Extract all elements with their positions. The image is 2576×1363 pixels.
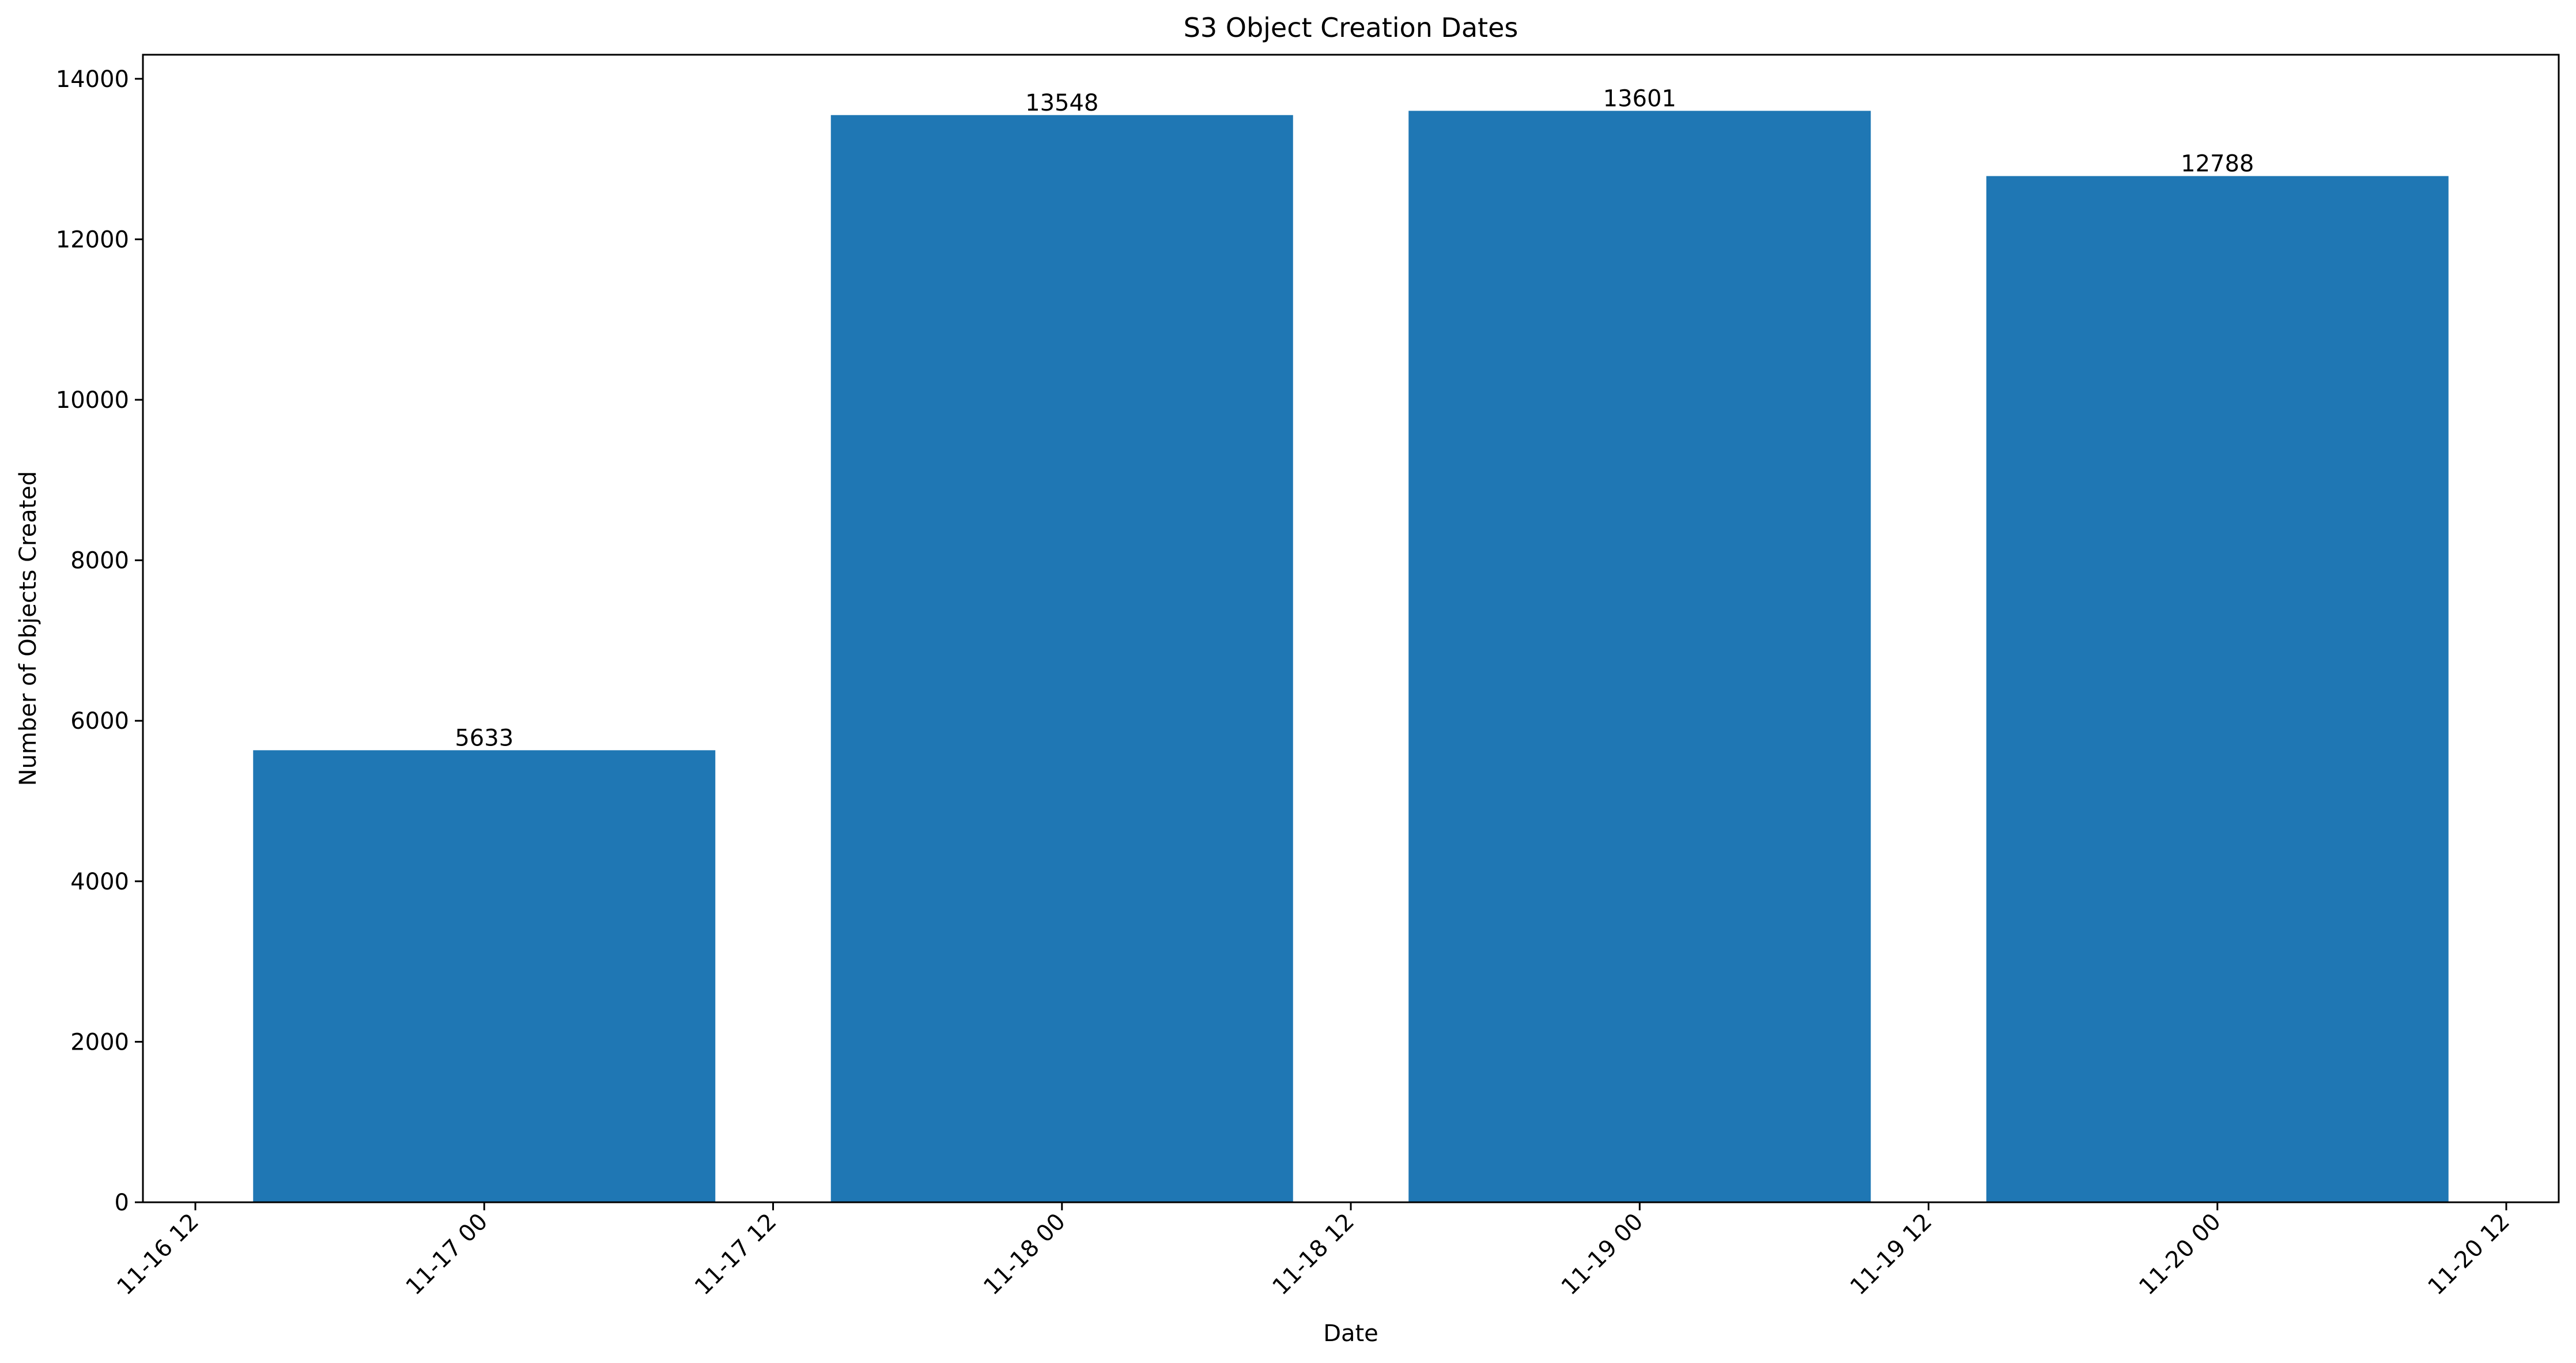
bar [830, 115, 1293, 1202]
data-labels-group: 5633 13548 13601 12788 [455, 85, 2254, 751]
bar-value-label: 5633 [455, 725, 513, 751]
bar [1408, 111, 1871, 1202]
plot-frame [142, 54, 2560, 1203]
bars-group [253, 111, 2449, 1202]
y-tick-label: 0 [115, 1190, 129, 1216]
bar [1986, 176, 2449, 1202]
y-tick-label: 8000 [70, 548, 129, 574]
y-axis: 0 2000 4000 6000 8000 10000 12000 14000 [56, 66, 143, 1216]
bar [253, 750, 716, 1202]
y-tick-label: 14000 [56, 66, 129, 93]
y-tick-label: 6000 [70, 708, 129, 734]
bar-value-label: 13601 [1603, 85, 1676, 112]
bar-value-label: 13548 [1025, 90, 1098, 116]
y-tick-label: 10000 [56, 387, 129, 414]
x-axis-label: Date [1323, 1320, 1378, 1347]
y-tick-label: 12000 [56, 226, 129, 253]
chart-title: S3 Object Creation Dates [1184, 12, 1519, 43]
y-tick-label: 2000 [70, 1029, 129, 1055]
y-axis-label: Number of Objects Created [15, 471, 41, 786]
bar-value-label: 12788 [2181, 151, 2254, 177]
y-tick-label: 4000 [70, 869, 129, 895]
